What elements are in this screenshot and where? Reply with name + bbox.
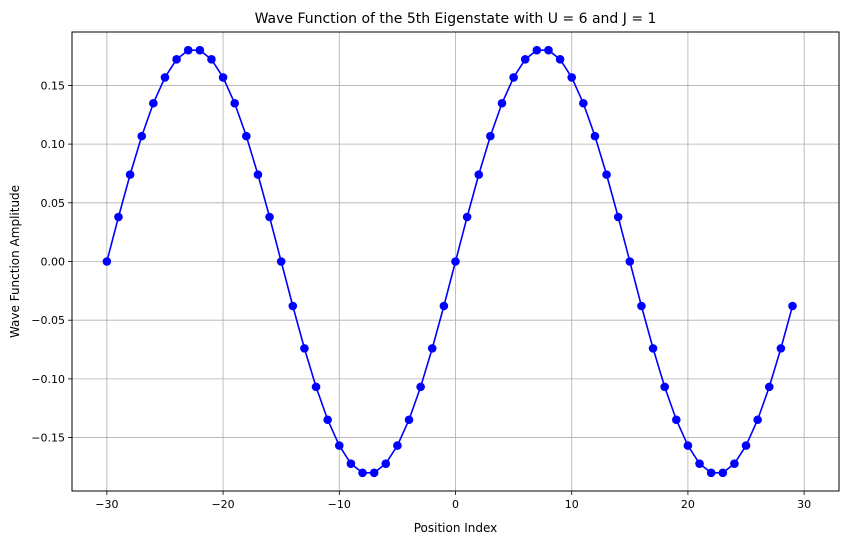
data-point — [718, 468, 728, 478]
data-point — [416, 382, 425, 392]
data-point — [149, 98, 158, 108]
y-tick-label: −0.15 — [31, 432, 65, 445]
data-point — [114, 212, 123, 222]
data-point — [509, 73, 518, 82]
data-point — [462, 212, 472, 222]
data-point — [334, 441, 344, 450]
x-tick-label: −20 — [211, 498, 234, 511]
y-tick-label: 0.10 — [41, 138, 66, 151]
data-point — [137, 131, 147, 141]
data-point — [520, 55, 530, 64]
y-tick-label: 0.05 — [41, 197, 66, 210]
data-point — [265, 212, 274, 222]
series — [102, 45, 797, 478]
data-point — [451, 257, 460, 266]
data-point — [497, 98, 507, 108]
data-point — [544, 45, 553, 55]
data-point — [404, 415, 414, 425]
data-point — [183, 45, 193, 55]
data-point — [567, 73, 577, 82]
data-point — [753, 415, 762, 425]
data-point — [660, 382, 669, 392]
data-point — [346, 459, 356, 468]
x-tick-label: 20 — [681, 498, 695, 511]
data-point — [358, 468, 367, 478]
data-point — [602, 170, 611, 179]
data-point — [683, 441, 693, 450]
data-point — [276, 257, 286, 266]
data-point — [393, 441, 402, 450]
data-point — [590, 131, 600, 141]
data-point — [207, 55, 216, 64]
data-point — [788, 301, 797, 311]
data-point — [195, 45, 205, 55]
data-point — [102, 257, 112, 266]
data-point — [764, 382, 774, 392]
x-tick-label: −10 — [328, 498, 351, 511]
data-point — [160, 73, 170, 82]
y-tick-label: 0.15 — [41, 79, 66, 92]
y-tick-label: −0.10 — [31, 373, 65, 386]
data-point — [125, 170, 135, 179]
data-point — [613, 212, 623, 222]
x-tick-label: 0 — [452, 498, 459, 511]
data-point — [300, 344, 309, 353]
data-point — [730, 459, 739, 468]
data-point — [486, 131, 495, 141]
data-point — [381, 459, 391, 468]
data-point — [579, 98, 588, 108]
data-point — [637, 301, 646, 311]
x-axis-label: Position Index — [414, 521, 498, 535]
data-point — [218, 73, 228, 82]
data-point — [230, 98, 239, 108]
chart-title: Wave Function of the 5th Eigenstate with… — [255, 11, 657, 27]
data-point — [474, 170, 484, 179]
data-point — [672, 415, 681, 425]
y-tick-label: 0.00 — [41, 256, 66, 269]
data-point — [555, 55, 565, 64]
x-tick-label: 30 — [797, 498, 811, 511]
data-point — [288, 301, 298, 311]
data-point — [439, 301, 449, 311]
data-point — [648, 344, 658, 353]
data-point — [532, 45, 542, 55]
data-point — [695, 459, 704, 468]
data-point — [776, 344, 786, 353]
y-tick-label: −0.05 — [31, 314, 65, 327]
x-tick-label: −30 — [95, 498, 118, 511]
data-point — [172, 55, 181, 64]
x-axis-ticks: −30 −20 −10 0 10 20 30 — [95, 491, 811, 511]
data-point — [706, 468, 716, 478]
data-point — [427, 344, 437, 353]
y-axis-label: Wave Function Amplitude — [8, 185, 22, 338]
x-tick-label: 10 — [565, 498, 579, 511]
data-point — [369, 468, 379, 478]
data-point — [625, 257, 635, 266]
data-point — [242, 131, 251, 141]
data-point — [323, 415, 332, 425]
data-point — [253, 170, 263, 179]
data-point — [311, 382, 321, 392]
data-point — [741, 441, 751, 450]
y-axis-ticks: −0.15 −0.10 −0.05 0.00 0.05 0.10 0.15 — [31, 79, 72, 445]
